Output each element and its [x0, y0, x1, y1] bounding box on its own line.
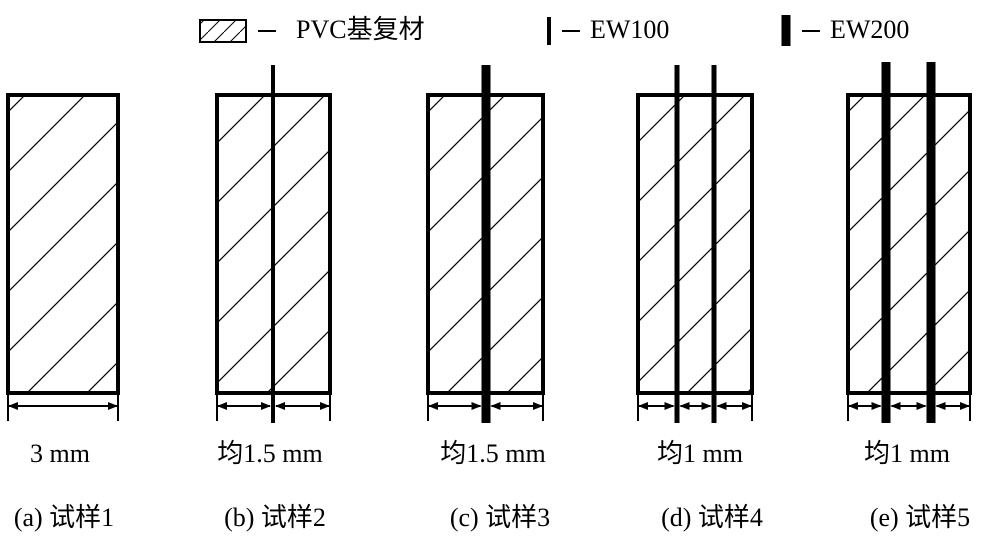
dimension-label: 3 mm: [30, 439, 90, 468]
panel-caption: (a) 试样1: [14, 503, 114, 532]
dimension-label: 均1.5 mm: [217, 439, 322, 468]
dimension-label: 均1 mm: [864, 439, 950, 468]
legend-label: EW100: [590, 15, 669, 44]
specimen-body: [846, 93, 972, 395]
panel-caption: (b) 试样2: [224, 503, 326, 532]
panel-caption: (d) 试样4: [661, 503, 763, 532]
panel-caption: (e) 试样5: [870, 503, 970, 532]
dimension-label: 均1.5 mm: [440, 439, 545, 468]
specimen-body: [636, 93, 754, 395]
dimension-label: 均1 mm: [657, 439, 743, 468]
specimen-body: [6, 93, 120, 395]
legend: PVC基复材 EW100 EW200: [199, 15, 909, 46]
panel-caption: (c) 试样3: [450, 503, 550, 532]
legend-swatch-pvc: [199, 19, 247, 43]
legend-label: PVC基复材: [296, 15, 425, 44]
legend-label: EW200: [830, 15, 909, 44]
